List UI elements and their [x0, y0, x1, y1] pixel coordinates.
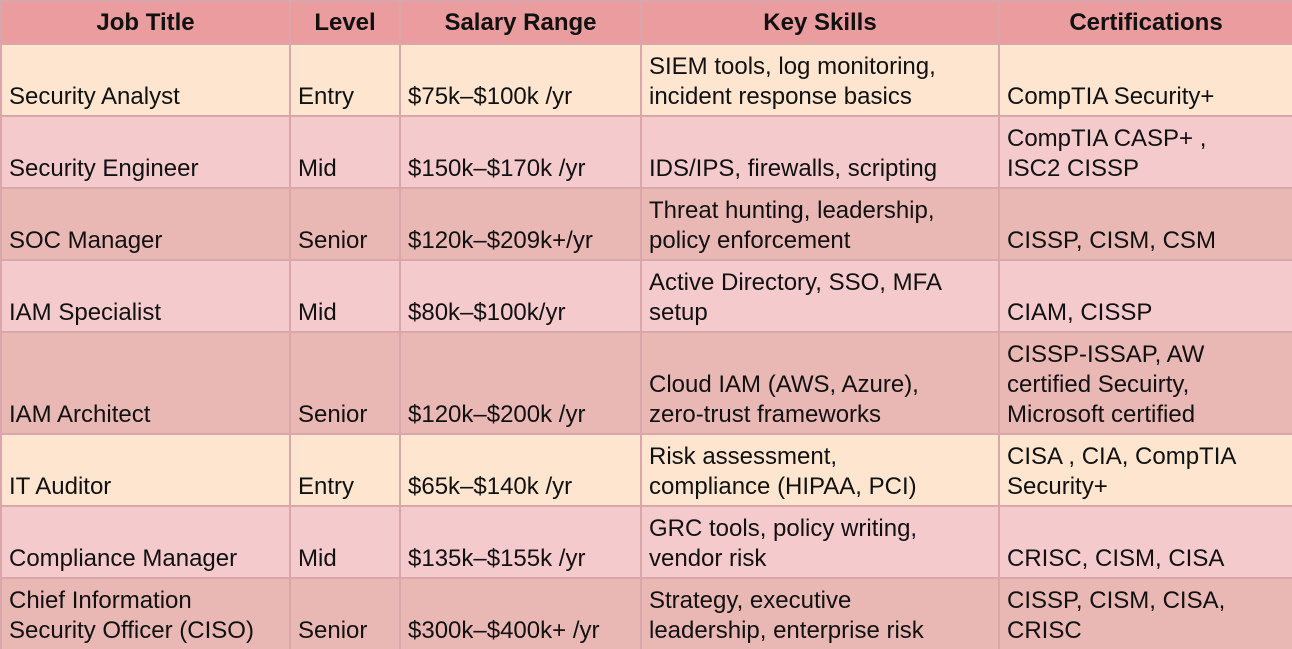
cell-key-skills: Risk assessment, compliance (HIPAA, PCI) [640, 433, 1000, 507]
cell-job-title: Compliance Manager [0, 505, 291, 579]
header-job-title: Job Title [0, 0, 291, 45]
table-row: Security Analyst Entry $75k–$100k /yr SI… [0, 43, 1292, 117]
header-certifications: Certifications [998, 0, 1292, 45]
table-row: Chief Information Security Officer (CISO… [0, 577, 1292, 649]
cell-key-skills: Active Directory, SSO, MFA setup [640, 259, 1000, 333]
cell-certifications: CISSP-ISSAP, AW certified Secuirty, Micr… [998, 331, 1292, 435]
cell-certifications: CISA , CIA, CompTIA Security+ [998, 433, 1292, 507]
cell-level: Mid [289, 505, 401, 579]
cell-job-title: IAM Architect [0, 331, 291, 435]
cell-level: Senior [289, 577, 401, 649]
table-row: IT Auditor Entry $65k–$140k /yr Risk ass… [0, 433, 1292, 507]
table-row: IAM Architect Senior $120k–$200k /yr Clo… [0, 331, 1292, 435]
cell-key-skills: Threat hunting, leadership, policy enfor… [640, 187, 1000, 261]
cell-job-title: IT Auditor [0, 433, 291, 507]
cell-job-title: Security Engineer [0, 115, 291, 189]
cell-salary-range: $135k–$155k /yr [399, 505, 642, 579]
cell-key-skills: Strategy, executive leadership, enterpri… [640, 577, 1000, 649]
table-row: Compliance Manager Mid $135k–$155k /yr G… [0, 505, 1292, 579]
cell-certifications: CIAM, CISSP [998, 259, 1292, 333]
cell-certifications: CRISC, CISM, CISA [998, 505, 1292, 579]
cell-salary-range: $80k–$100k/yr [399, 259, 642, 333]
header-salary-range: Salary Range [399, 0, 642, 45]
header-key-skills: Key Skills [640, 0, 1000, 45]
table-row: IAM Specialist Mid $80k–$100k/yr Active … [0, 259, 1292, 333]
cell-key-skills: SIEM tools, log monitoring, incident res… [640, 43, 1000, 117]
cell-level: Mid [289, 259, 401, 333]
cell-level: Entry [289, 43, 401, 117]
cell-salary-range: $65k–$140k /yr [399, 433, 642, 507]
cell-level: Mid [289, 115, 401, 189]
cell-job-title: IAM Specialist [0, 259, 291, 333]
cell-level: Senior [289, 331, 401, 435]
cell-key-skills: GRC tools, policy writing, vendor risk [640, 505, 1000, 579]
cell-job-title: Chief Information Security Officer (CISO… [0, 577, 291, 649]
cell-certifications: CISSP, CISM, CSM [998, 187, 1292, 261]
cell-certifications: CompTIA Security+ [998, 43, 1292, 117]
cell-level: Senior [289, 187, 401, 261]
cell-certifications: CISSP, CISM, CISA, CRISC [998, 577, 1292, 649]
header-level: Level [289, 0, 401, 45]
cell-salary-range: $120k–$200k /yr [399, 331, 642, 435]
cell-key-skills: IDS/IPS, firewalls, scripting [640, 115, 1000, 189]
cell-salary-range: $120k–$209k+/yr [399, 187, 642, 261]
table-row: SOC Manager Senior $120k–$209k+/yr Threa… [0, 187, 1292, 261]
table-header-row: Job Title Level Salary Range Key Skills … [0, 0, 1292, 45]
cell-salary-range: $300k–$400k+ /yr [399, 577, 642, 649]
cell-salary-range: $150k–$170k /yr [399, 115, 642, 189]
cell-job-title: Security Analyst [0, 43, 291, 117]
cell-certifications: CompTIA CASP+ , ISC2 CISSP [998, 115, 1292, 189]
cell-key-skills: Cloud IAM (AWS, Azure), zero-trust frame… [640, 331, 1000, 435]
cell-salary-range: $75k–$100k /yr [399, 43, 642, 117]
table-row: Security Engineer Mid $150k–$170k /yr ID… [0, 115, 1292, 189]
cell-job-title: SOC Manager [0, 187, 291, 261]
cell-level: Entry [289, 433, 401, 507]
